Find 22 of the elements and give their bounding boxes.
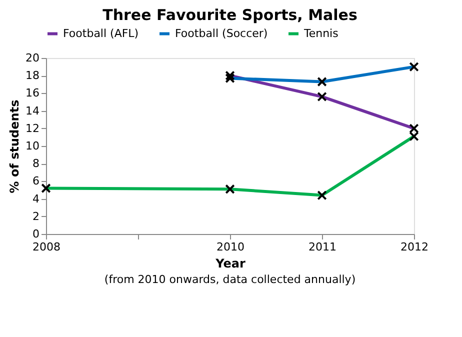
x-tick-label: 2012 <box>400 240 428 254</box>
y-tick-label: 16 <box>26 86 40 100</box>
legend-label: Football (Soccer) <box>175 26 268 40</box>
y-tick-label: 0 <box>32 228 40 240</box>
y-tick-label: 14 <box>26 104 40 118</box>
y-tick-label: 12 <box>26 122 40 135</box>
legend-label: Tennis <box>303 26 339 40</box>
y-tick-label: 2 <box>32 210 40 223</box>
chart-title: Three Favourite Sports, Males <box>102 6 358 24</box>
y-tick-label: 20 <box>26 52 40 64</box>
y-axis-title: % of students <box>8 100 22 194</box>
y-tick-label: 4 <box>32 192 40 206</box>
legend-label: Football (AFL) <box>63 26 139 40</box>
x-tick-label: 2008 <box>32 240 60 254</box>
y-tick-label: 8 <box>32 157 40 170</box>
x-tick-label: 2010 <box>216 240 244 254</box>
x-axis-title: Year <box>214 256 246 270</box>
y-tick-label: 10 <box>26 140 40 152</box>
y-tick-label: 6 <box>32 174 40 188</box>
x-tick-label: 2011 <box>308 240 336 254</box>
y-tick-label: 18 <box>26 69 40 82</box>
text: (from 2010 onwards, data collected annually) <box>104 273 356 286</box>
